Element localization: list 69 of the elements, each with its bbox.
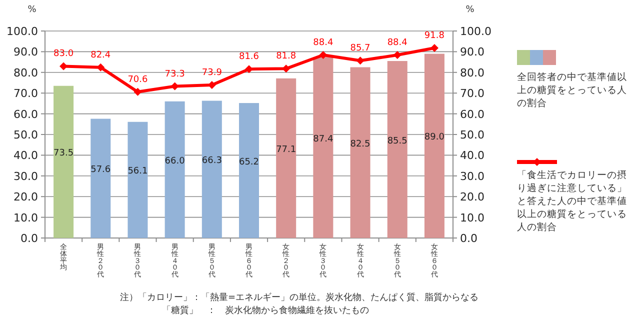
y-tick-label: 40.0 [14,149,38,162]
y-tick-label: 100.0 [6,25,38,38]
legend-label: 「食生活でカロリーの摂り過ぎに注意している」と答えた人の中で基準値以上の糖質をとっている人の割合 [517,169,627,233]
y2-tick-label: 30.0 [460,170,484,183]
point [134,88,142,96]
data-label: 81.8 [276,52,296,62]
data-label: 57.6 [90,165,111,176]
y2-tick-label: 70.0 [460,87,484,100]
text: 注）「カロリー」：「熱量=エネルギー」の単位。炭水化物、たんぱく質、脂質からなる [120,292,479,303]
y2-tick-label: 50.0 [460,128,484,142]
data-label: 77.1 [276,144,296,155]
point [393,51,402,60]
y-tick-label: 30.0 [14,170,38,183]
y2-tick-label: 0.0 [460,232,478,245]
data-label: 56.1 [128,166,148,177]
y2-tick-label: 10.0 [460,211,484,224]
bar [350,67,370,238]
data-label: 81.6 [238,52,260,62]
bar [313,57,334,238]
point [282,64,290,73]
point [356,56,364,65]
bar [202,100,222,238]
y2-tick-label: 90.0 [460,46,484,59]
bar [276,78,296,238]
data-label: 88.4 [313,38,334,48]
data-label: 89.0 [424,132,445,143]
data-label: 66.0 [164,156,186,166]
y-tick-label: 50.0 [14,128,38,142]
y-tick-label: 20.0 [14,190,38,204]
y-tick-label: 60.0 [14,108,38,121]
y-tick-label: 80.0 [14,66,38,80]
bar [54,86,74,238]
point [245,65,253,74]
bar [387,61,408,238]
bar [424,54,444,238]
data-label: 66.3 [202,156,222,166]
y2-tick-label: 40.0 [460,149,484,162]
y-tick-label: 0.0 [20,232,38,245]
data-label: 85.7 [350,44,370,54]
bar [90,118,111,238]
text: 「糖質」 ： 炭水化物から食物繊維を抜いたもの [162,305,369,316]
data-label: 73.3 [164,69,185,80]
y-axis-title: % [28,5,37,15]
y-tick-label: 90.0 [14,46,38,59]
bar [164,101,185,238]
data-label: 87.4 [313,134,334,144]
data-label: 82.4 [90,50,111,60]
bar [239,103,259,238]
data-label: 82.5 [350,139,370,150]
y-tick-label: 70.0 [14,87,38,100]
data-label: 65.2 [238,157,260,168]
data-label: 70.6 [128,74,148,85]
legend-label: 全回答者の中で基準値以上の糖質をとっている人の割合 [517,71,627,109]
y-tick-label: 10.0 [14,211,38,224]
y2-tick-label: 80.0 [460,66,484,80]
y2-tick-label: 100.0 [460,25,492,38]
data-label: 73.5 [54,148,74,159]
data-label: 83.0 [54,49,74,60]
y2-tick-label: 20.0 [460,190,484,204]
bar [128,122,148,238]
data-label: 85.5 [387,136,408,146]
point [96,63,105,72]
data-label: 91.8 [424,30,445,41]
data-label: 88.4 [387,38,408,48]
y2-axis-title: % [466,5,475,15]
data-label: 73.9 [202,68,222,78]
point [430,44,438,52]
point [319,51,328,60]
y2-tick-label: 60.0 [460,108,484,121]
